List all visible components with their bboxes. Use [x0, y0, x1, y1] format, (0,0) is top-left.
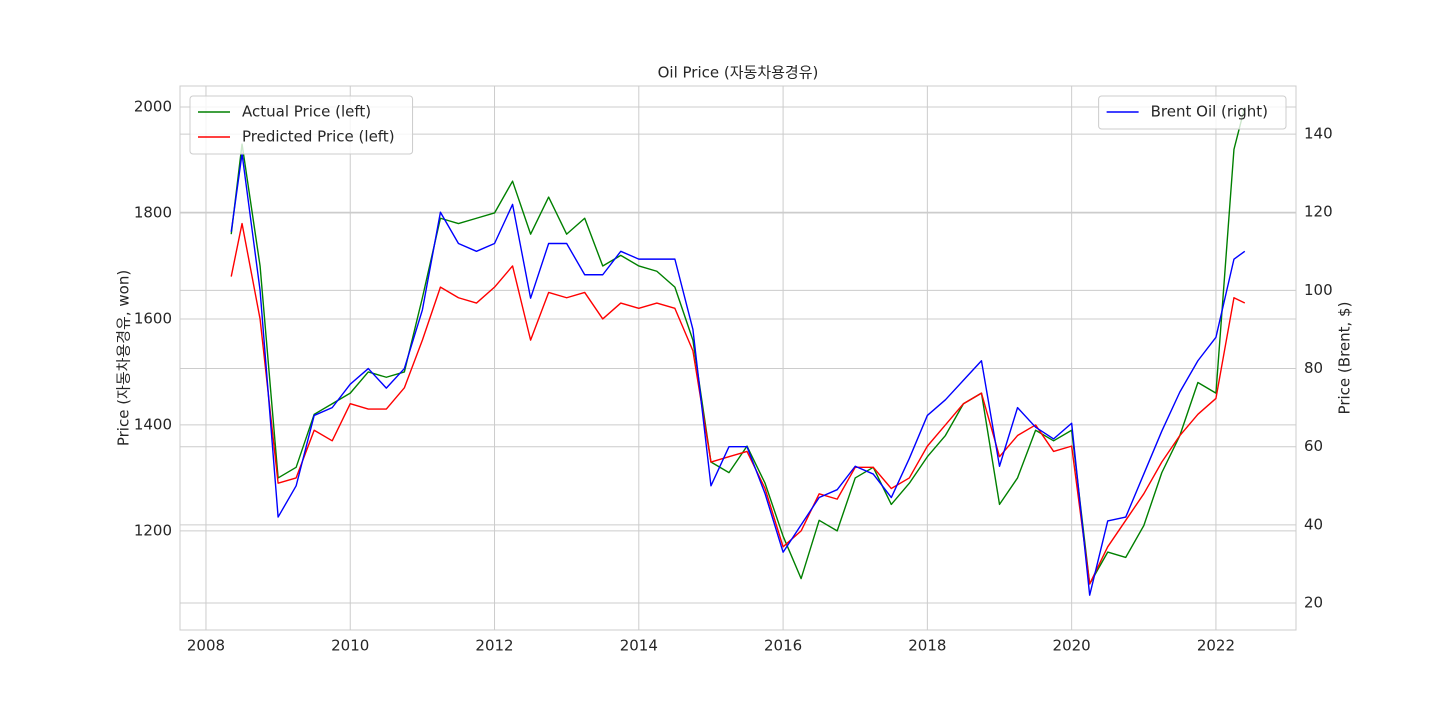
chart-title: Oil Price (자동차용경유): [658, 64, 819, 82]
x-tick-label: 2008: [187, 637, 225, 655]
x-tick-label: 2012: [475, 637, 513, 655]
x-tick-label: 2018: [908, 637, 946, 655]
y-tick-label: 1600: [134, 309, 172, 327]
y2-tick-label: 80: [1304, 359, 1323, 377]
x-tick-label: 2022: [1197, 637, 1235, 655]
x-tick-label: 2014: [620, 637, 658, 655]
y-tick-label: 2000: [134, 97, 172, 115]
y-tick-label: 1200: [134, 521, 172, 539]
legend-box: [189, 95, 414, 155]
y-tick-label: 1400: [134, 415, 172, 433]
y2-tick-label: 100: [1304, 281, 1333, 299]
legend-box: [1098, 95, 1287, 130]
x-tick-label: 2020: [1053, 637, 1091, 655]
legend-label: Predicted Price (left): [242, 128, 395, 146]
y-axis-label: Price (자동차용경유, won): [115, 270, 133, 446]
y2-tick-label: 40: [1304, 515, 1323, 533]
x-tick-label: 2016: [764, 637, 802, 655]
legend-label: Brent Oil (right): [1151, 103, 1268, 121]
y2-axis-label: Price (Brent, $): [1336, 302, 1354, 415]
y2-tick-label: 20: [1304, 594, 1323, 612]
legend: Actual Price (left) Predicted Price (left…: [189, 95, 414, 155]
y2-tick-label: 120: [1304, 203, 1333, 221]
legend-label: Actual Price (left): [242, 103, 371, 121]
y-tick-label: 1800: [134, 203, 172, 221]
x-tick-label: 2010: [331, 637, 369, 655]
series-line: [230, 152, 1246, 596]
y2-tick-label: 140: [1304, 125, 1333, 143]
plot-frame: [179, 85, 1297, 631]
legend: Brent Oil (right): [1098, 95, 1287, 130]
y2-tick-label: 60: [1304, 437, 1323, 455]
